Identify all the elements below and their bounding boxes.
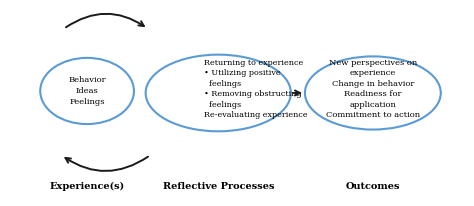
- Text: New perspectives on
experience
Change in behavior
Readiness for
application
Comm: New perspectives on experience Change in…: [326, 59, 420, 119]
- Text: Reflective Processes: Reflective Processes: [163, 182, 274, 191]
- Text: Experience(s): Experience(s): [50, 182, 125, 191]
- Text: Outcomes: Outcomes: [346, 182, 400, 191]
- Text: Behavior
Ideas
Feelings: Behavior Ideas Feelings: [68, 76, 106, 106]
- Text: Returning to experience
• Utilizing positive
  feelings
• Removing obstructing
 : Returning to experience • Utilizing posi…: [204, 59, 308, 119]
